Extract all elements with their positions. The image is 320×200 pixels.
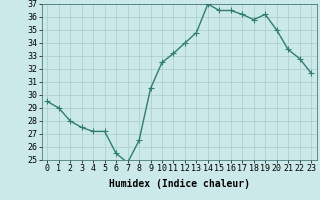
X-axis label: Humidex (Indice chaleur): Humidex (Indice chaleur)	[109, 179, 250, 189]
